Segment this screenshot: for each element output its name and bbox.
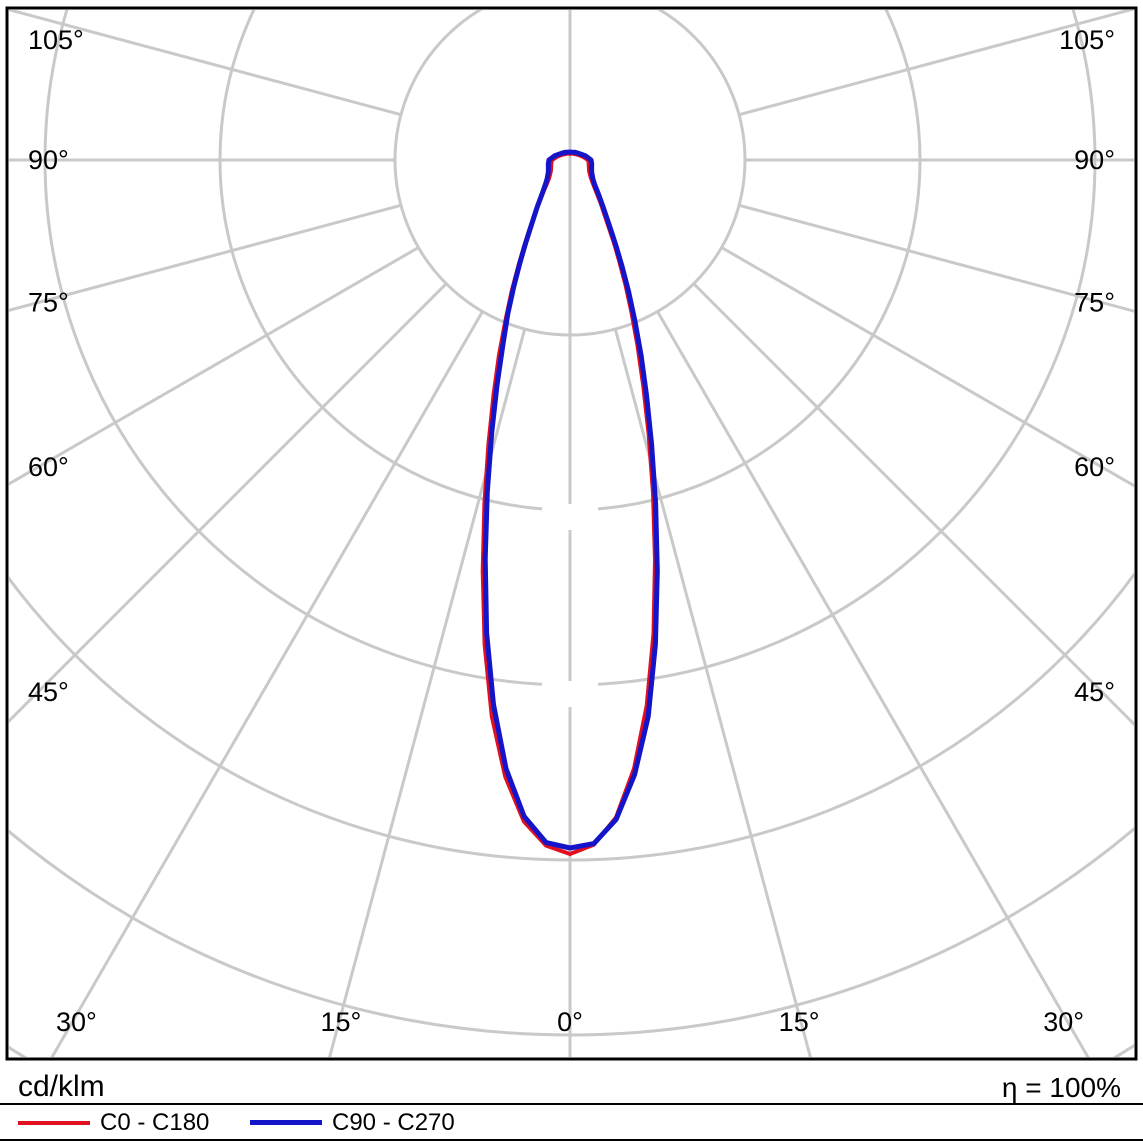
divider-bottom [0,1139,1143,1141]
angle-label: 30° [1043,1007,1084,1037]
grid-ray [328,328,527,1057]
grid-ray [613,328,812,1057]
grid-ray [9,203,402,312]
polar-grid [9,10,1134,1057]
grid-ray [738,203,1134,313]
grid-ray [692,282,1134,727]
polar-diagram-svg: 0° 15° 15° 30° 30° 45° 45° 60° 60° 75° 75° 90° 90° 10… [5,6,1138,1061]
curve-c90-c270 [482,149,660,851]
angle-label: 75° [1074,288,1115,318]
angle-label: 90° [1074,145,1115,175]
angle-label: 45° [28,677,69,707]
grid-ray [50,310,484,1057]
angle-label: 30° [56,1007,97,1037]
legend-label-c90-c270: C90 - C270 [332,1109,455,1136]
units-row: cd/klm η = 100% [0,1064,1143,1104]
divider-top [0,1103,1143,1105]
ring-value-box [542,681,598,707]
angle-label: 15° [779,1007,820,1037]
legend-label-c0-c180: C0 - C180 [100,1109,210,1136]
grid-ray [9,10,402,117]
angle-label: 75° [28,288,69,318]
grid-ray [656,310,1090,1057]
legend-line-c90-c270 [250,1120,322,1125]
angle-label: 60° [28,452,69,482]
grid-ray [720,246,1134,488]
ring-value-box [542,504,598,530]
angle-label: 105° [28,25,84,55]
legend-line-c0-c180 [18,1121,90,1125]
efficiency-label: η = 100% [1001,1072,1121,1103]
legend-row: C0 - C180 C90 - C270 [0,1106,1143,1138]
angle-label: 45° [1074,677,1115,707]
grid-ray [9,282,448,724]
units-label: cd/klm [18,1070,105,1103]
angle-label: 15° [320,1007,361,1037]
grid-ray [738,10,1134,117]
angle-label: 0° [557,1007,583,1037]
angle-label: 90° [28,145,69,175]
grid-ray [9,246,420,486]
angle-label: 60° [1074,452,1115,482]
angle-label: 105° [1059,25,1115,55]
polar-diagram: 0° 15° 15° 30° 30° 45° 45° 60° 60° 75° 75° 90° 90° 10… [5,6,1138,1061]
